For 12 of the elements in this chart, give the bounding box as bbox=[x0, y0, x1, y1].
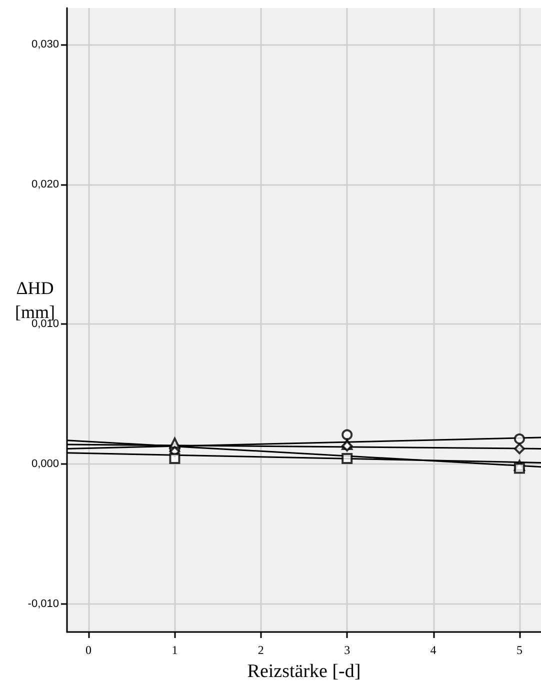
x-tick-label: 5 bbox=[516, 643, 522, 657]
x-tick-label: 3 bbox=[344, 643, 350, 657]
x-axis-title: Reizstärke [-d] bbox=[247, 661, 361, 682]
y-tick-label: 0,010 bbox=[31, 318, 59, 330]
x-tick-label: 2 bbox=[258, 643, 264, 657]
y-tick-label: 0,000 bbox=[31, 458, 59, 470]
x-tick-label: 1 bbox=[172, 643, 178, 657]
y-tick-label: 0,020 bbox=[31, 178, 59, 190]
y-tick-label: 0,030 bbox=[31, 38, 59, 50]
x-tick-label: 0 bbox=[86, 643, 92, 657]
x-tick-label: 4 bbox=[430, 643, 436, 657]
y-tick-label: -0,010 bbox=[28, 598, 59, 610]
